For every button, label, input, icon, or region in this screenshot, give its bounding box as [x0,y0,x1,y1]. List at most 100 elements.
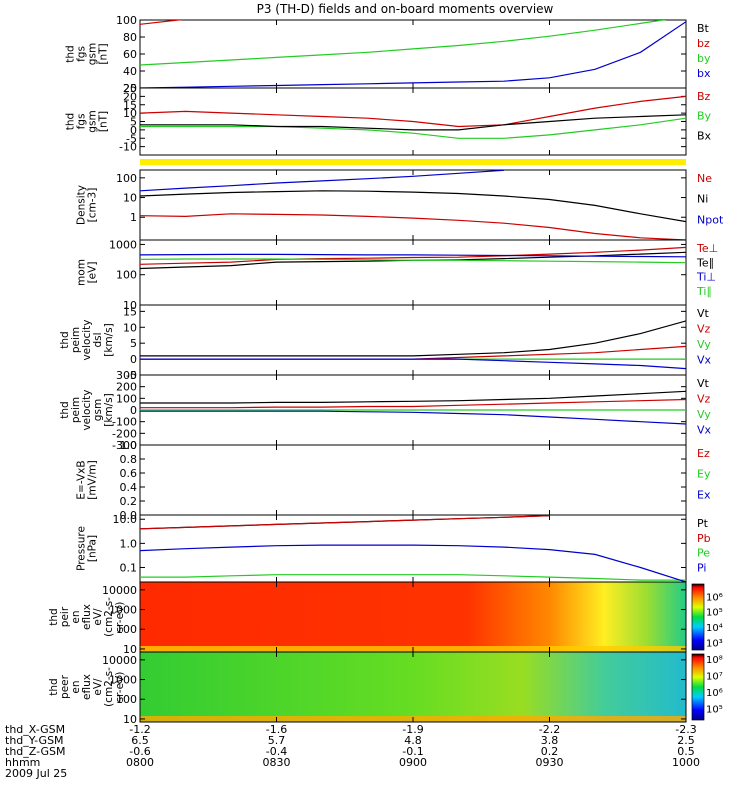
x-axis-value: 0830 [263,756,291,769]
panel-3: 1000 100 10 mom [eV] Te⊥Te∥ Ti⊥Ti∥ [76,238,719,312]
heatmap-image [140,582,686,652]
legend-entry: Vt [697,307,710,320]
panel-2: 100 10 1 Density [cm-3] Ne Ni Npot [76,169,724,241]
y-axis-label: [nT] [98,111,110,132]
x-axis-value: -1.6 [266,723,287,736]
y-axis-label: [eV] [87,262,99,284]
y-axis-label: thd [48,608,60,625]
y-axis-label: dsl [92,332,104,347]
legend-entry: Ti∥ [696,285,712,298]
x-row-label: thd_Y-GSM [5,734,64,747]
y-axis-label: (cm2-s- [103,667,115,707]
x-row-label: thd_X-GSM [5,723,65,736]
x-date-label: 2009 Jul 25 [5,767,67,780]
y-tick-label: 40 [123,65,137,78]
y-tick-label: 100 [116,623,137,636]
legend-entry: Bt [697,22,710,35]
legend-entry: Vy [697,338,711,351]
colorbar-tick-label: 10⁶ [706,688,723,699]
y-axis-label: eV/ [92,678,104,696]
legend-entry: By [697,110,712,123]
legend-entry: bx [697,67,711,80]
y-axis-label: sr-eV) [114,672,126,703]
legend-entry: by [697,52,711,65]
series-line [140,358,686,370]
y-axis-label: [km/s] [103,393,115,427]
y-tick-label: 0.1 [120,561,138,574]
series-line [140,246,686,265]
x-axis-value: 0.2 [541,745,559,758]
y-tick-label: -5 [126,132,137,145]
legend-entry: Ti⊥ [696,271,716,284]
series-line [140,410,686,425]
legend-entry: Vx [697,424,712,437]
y-tick-label: 1.0 [120,537,138,550]
series-line [140,170,505,192]
legend-entry: Pt [697,517,709,530]
y-tick-label: 15 [123,305,137,318]
y-tick-label: 1000 [109,604,137,617]
y-axis-label: E=-VxB [76,460,88,499]
series-line [140,544,686,582]
legend-entry: Ni [697,193,708,206]
legend-entry: Vz [697,393,711,406]
y-axis-label: (cm2-s- [103,597,115,637]
y-axis-label: fgs [76,46,88,62]
y-tick-label: 300 [116,369,137,382]
y-axis-label: gsm [87,43,99,65]
y-tick-label: 1000 [109,238,137,251]
y-tick-label: -300 [112,439,137,452]
series-line [140,20,668,66]
y-tick-label: 0 [130,124,137,137]
series-line [140,345,686,360]
y-tick-label: -200 [112,427,137,440]
y-tick-label: -100 [112,416,137,429]
heatmap-image [140,652,686,722]
colorbar-tick-label: 10⁵ [706,608,723,619]
y-tick-label: 10 [123,107,137,120]
legend-entry: Pi [697,561,706,574]
y-axis-label: eflux [81,674,93,700]
panel-4: 15 10 5 0 -5 thd peim velocity dsl [km/s] Vt Vz Vy Vx [59,304,712,382]
y-tick-label: 10 [123,299,137,312]
series-line [140,21,686,88]
x-axis-value: 0930 [536,756,564,769]
y-axis-label: en [70,610,82,623]
x-axis-value: 0900 [399,756,427,769]
series-line [140,390,686,404]
legend-entry: Vx [697,354,712,367]
y-axis-label: [cm-3] [87,188,99,223]
legend-entry: Te∥ [696,256,714,269]
x-axis-value: -0.6 [129,745,150,758]
x-axis-value: -1.9 [402,723,423,736]
y-tick-label: -5 [126,369,137,382]
legend-entry: Vz [697,323,711,336]
y-axis-label: gsm [92,399,104,421]
y-tick-label: 5 [130,116,137,129]
series-line [140,515,550,530]
x-axis-value: -2.3 [675,723,696,736]
legend-entry: Bz [697,90,711,103]
y-tick-label: 0 [130,404,137,417]
x-axis-value: 3.8 [541,734,559,747]
legend-entry: Bx [697,129,712,142]
y-axis-label: Density [76,185,88,225]
legend-entry: Pb [697,532,711,545]
mode-bar [140,159,686,165]
series-line [140,258,686,264]
y-tick-label: 100 [116,14,137,27]
y-tick-label: 10 [123,192,137,205]
y-axis-label: [nT] [98,43,110,64]
panel-frame [139,444,687,516]
y-tick-label: 10 [123,643,137,656]
y-tick-label: -10 [119,141,137,154]
y-tick-label: 0.4 [120,481,138,494]
colorbar [691,653,705,721]
series-line [140,117,686,139]
y-axis-label: peim [70,397,82,423]
series-line [140,20,184,25]
